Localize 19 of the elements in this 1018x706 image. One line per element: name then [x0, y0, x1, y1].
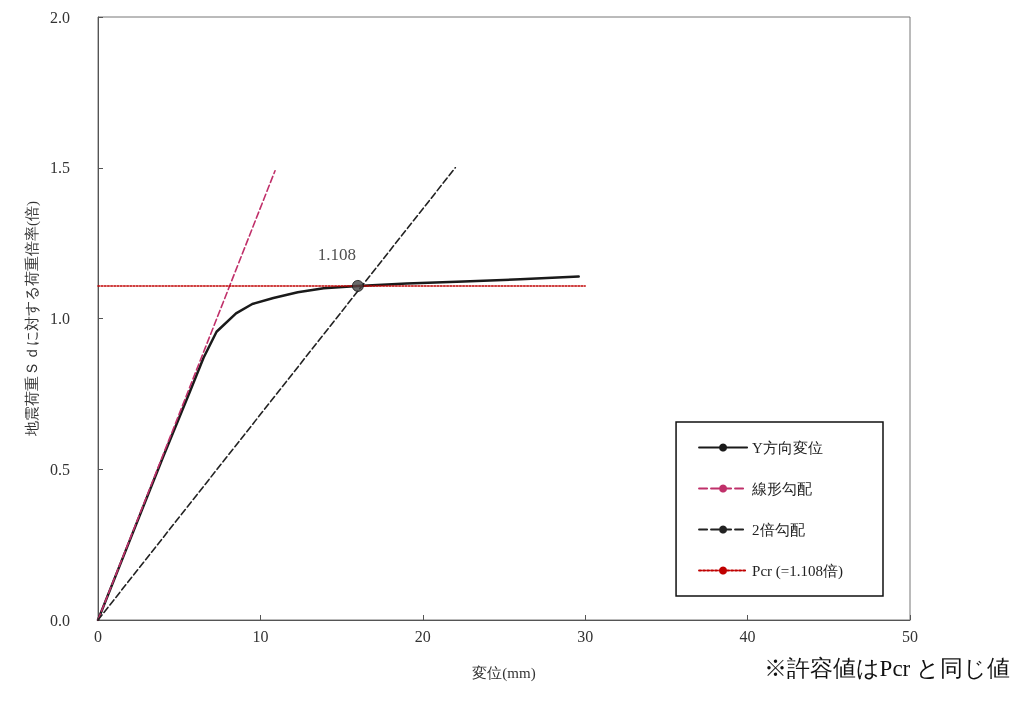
x-tick-label: 0	[94, 627, 102, 645]
x-axis-title: 変位(mm)	[472, 664, 536, 682]
y-tick-label: 1.5	[50, 159, 70, 177]
x-tick-label: 20	[414, 627, 431, 645]
y-tick-label: 1.0	[50, 310, 70, 327]
x-tick-label: 50	[902, 627, 918, 645]
legend-label: 線形勾配	[751, 480, 813, 497]
x-tick-label: 10	[252, 627, 269, 645]
annotation: 1.108	[317, 244, 357, 264]
legend-label: Y方向変位	[752, 439, 823, 456]
text: ※許容値はPcr と同じ値	[763, 656, 1011, 681]
legend-label: 2倍勾配	[752, 521, 805, 538]
y-axis-title: 地震荷重Ｓｄに対する荷重倍率(倍)	[23, 201, 41, 437]
x-tick-label: 30	[577, 627, 594, 645]
legend-label: Pcr (=1.108倍)	[752, 562, 844, 580]
x-tick-label: 40	[739, 627, 756, 645]
y-tick-label: 0.5	[50, 460, 70, 478]
y-tick-label: 0.0	[50, 611, 70, 629]
y-tick-label: 2.0	[50, 8, 70, 26]
